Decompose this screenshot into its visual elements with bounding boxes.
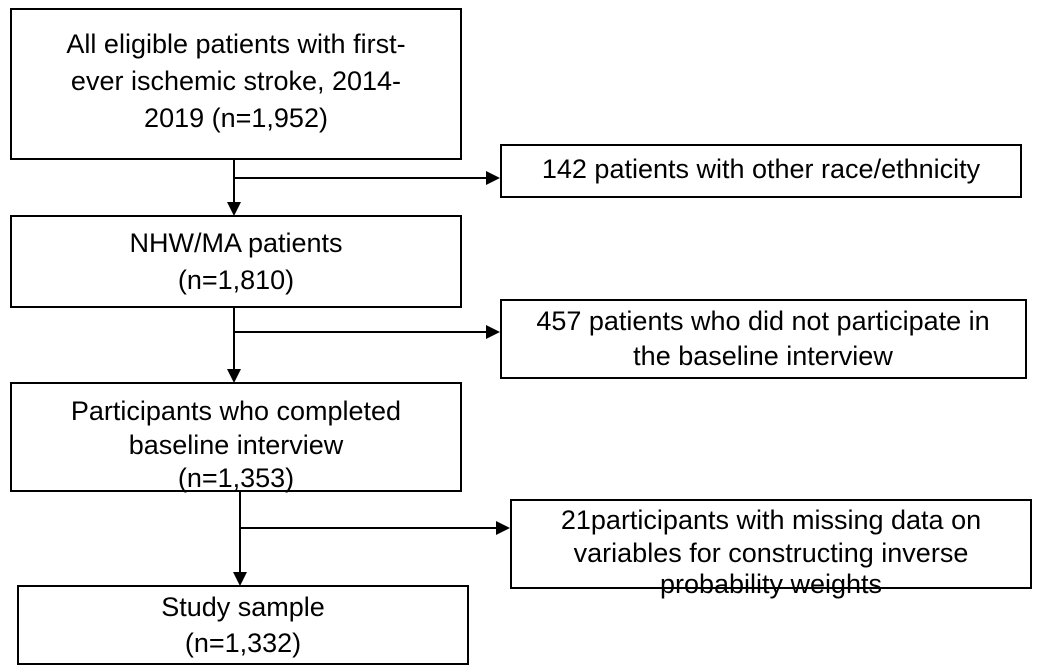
box [10, 215, 462, 308]
exclusion-text: the baseline interview [633, 341, 893, 371]
box-text: Study sample [161, 592, 325, 622]
arrowhead [486, 325, 500, 339]
box-text: Participants who completed [71, 396, 401, 426]
exclusion-box [510, 499, 1032, 589]
arrowhead [227, 202, 241, 216]
box [10, 382, 462, 492]
box-text: All eligible patients with first- [66, 29, 405, 59]
box [10, 8, 462, 160]
exclusion-text: 21participants with missing data on [561, 505, 981, 535]
box-text: (n=1,332) [185, 628, 301, 658]
arrowhead [486, 171, 500, 185]
arrowhead [496, 521, 510, 535]
exclusion-text: 142 patients with other race/ethnicity [542, 154, 981, 184]
box-text: NHW/MA patients [129, 228, 342, 258]
arrowhead [233, 572, 247, 586]
box-text: baseline interview [129, 430, 344, 460]
arrowhead [227, 369, 241, 383]
exclusion-text: 457 patients who did not participate in [536, 306, 989, 336]
box-text: (n=1,810) [178, 265, 294, 295]
box [17, 585, 469, 665]
box-text: (n=1,353) [178, 463, 294, 493]
exclusion-text: probability weights [660, 569, 882, 599]
exclusion-box [500, 144, 1022, 198]
exclusion-box [500, 299, 1027, 379]
exclusion-text: variables for constructing inverse [574, 538, 969, 568]
box-text: ever ischemic stroke, 2014- [71, 66, 401, 96]
box-text: 2019 (n=1,952) [144, 103, 328, 133]
